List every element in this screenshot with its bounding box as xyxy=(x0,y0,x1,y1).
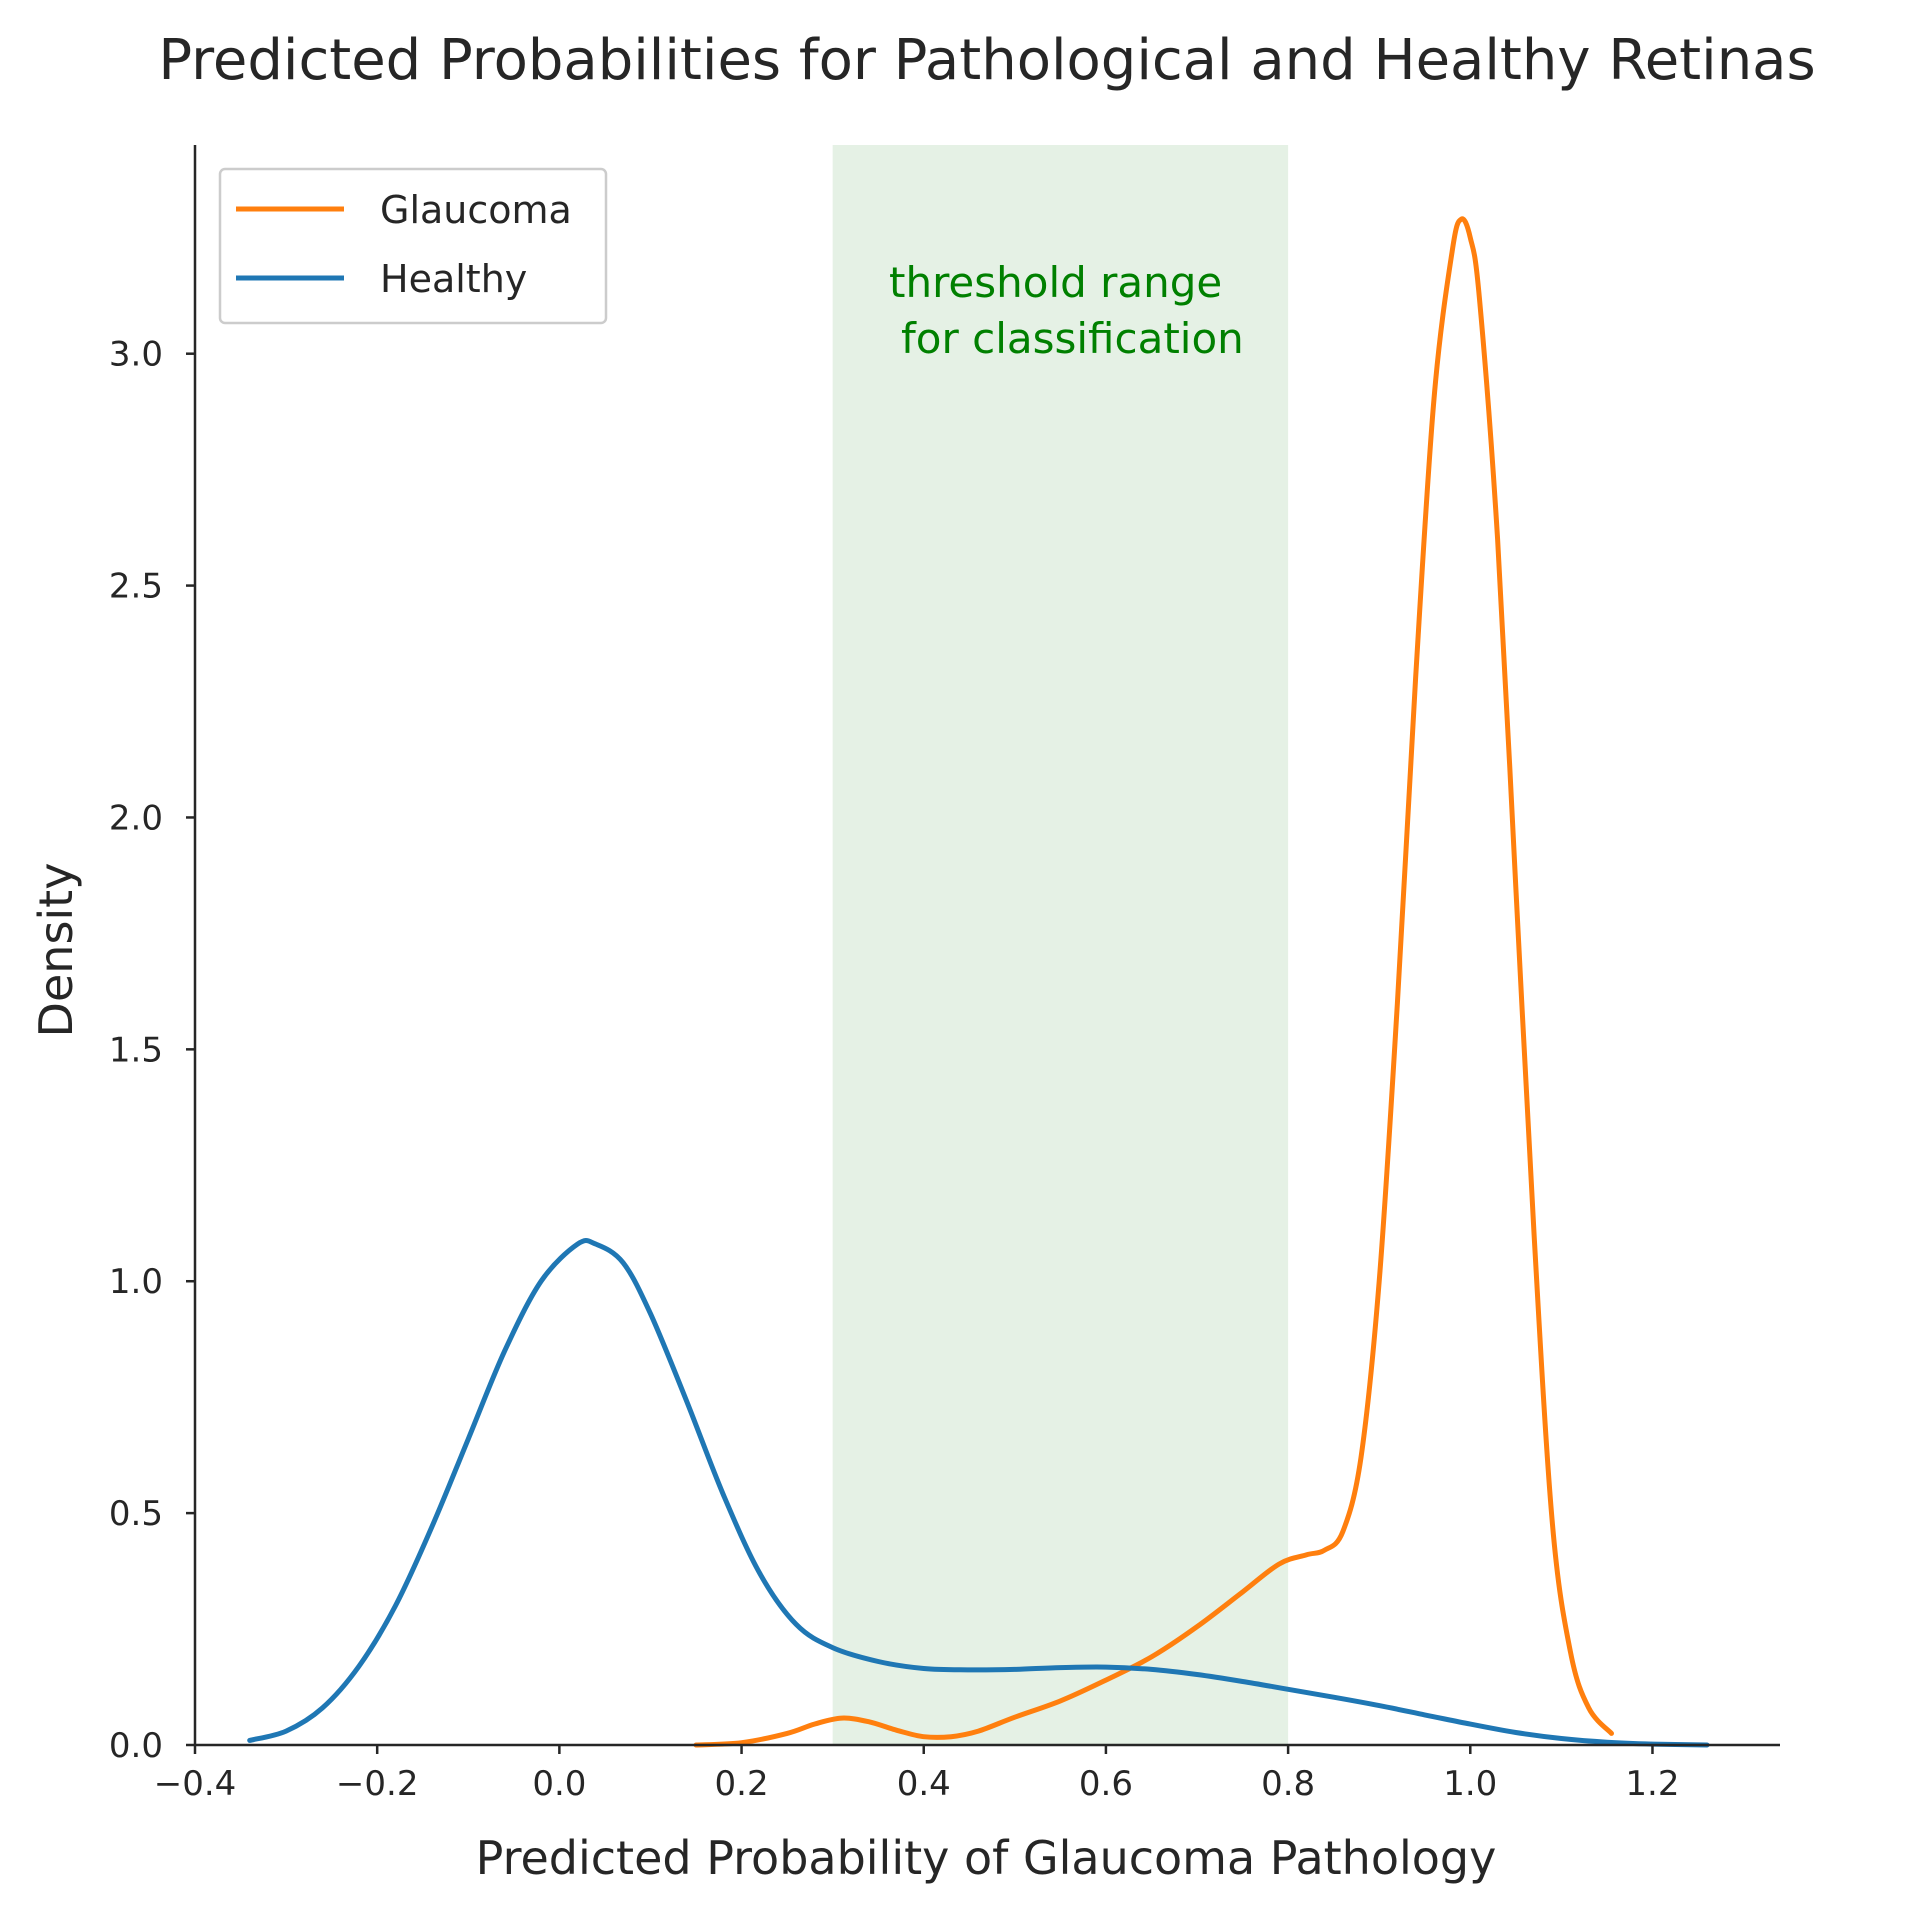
legend: Glaucoma Healthy xyxy=(218,167,608,325)
x-tick-label: 1.2 xyxy=(1625,1764,1679,1804)
x-tick-label: 0.2 xyxy=(715,1764,769,1804)
plot-area: −0.4 −0.2 0.0 0.2 0.4 0.6 0.8 1.0 1.2 0.0 0.5 1.0 1… xyxy=(109,145,1780,1804)
threshold-span xyxy=(832,145,1289,1745)
legend-label-healthy: Healthy xyxy=(380,257,527,301)
threshold-label-line-2: for classification xyxy=(901,314,1244,363)
y-tick-label: 0.0 xyxy=(109,1726,163,1766)
series-layer xyxy=(247,216,1710,1748)
series-line-healthy xyxy=(247,1238,1710,1748)
x-tick-label: 0.0 xyxy=(532,1764,586,1804)
y-tick-label: 0.5 xyxy=(109,1494,163,1534)
y-tick-label: 2.0 xyxy=(109,798,163,838)
x-axis-ticks: −0.4 −0.2 0.0 0.2 0.4 0.6 0.8 1.0 1.2 xyxy=(154,1745,1680,1804)
y-tick-label: 3.0 xyxy=(109,335,163,375)
chart-title: Predicted Probabilities for Pathological… xyxy=(158,28,1815,93)
y-axis-ticks: 0.0 0.5 1.0 1.5 2.0 2.5 3.0 xyxy=(109,335,195,1766)
x-tick-label: 0.4 xyxy=(897,1764,951,1804)
threshold-label-line-1: threshold range xyxy=(889,258,1222,307)
x-tick-label: 0.8 xyxy=(1261,1764,1315,1804)
y-tick-label: 1.0 xyxy=(109,1262,163,1302)
y-tick-label: 1.5 xyxy=(109,1030,163,1070)
y-tick-label: 2.5 xyxy=(109,567,163,607)
x-tick-label: 1.0 xyxy=(1443,1764,1497,1804)
x-axis-label: Predicted Probability of Glaucoma Pathol… xyxy=(476,1831,1497,1885)
x-tick-label: 0.6 xyxy=(1079,1764,1133,1804)
series-line-glaucoma xyxy=(693,216,1614,1748)
y-axis-label: Density xyxy=(29,863,83,1038)
legend-label-glaucoma: Glaucoma xyxy=(380,188,572,232)
x-tick-label: −0.4 xyxy=(154,1764,237,1804)
x-tick-label: −0.2 xyxy=(336,1764,419,1804)
